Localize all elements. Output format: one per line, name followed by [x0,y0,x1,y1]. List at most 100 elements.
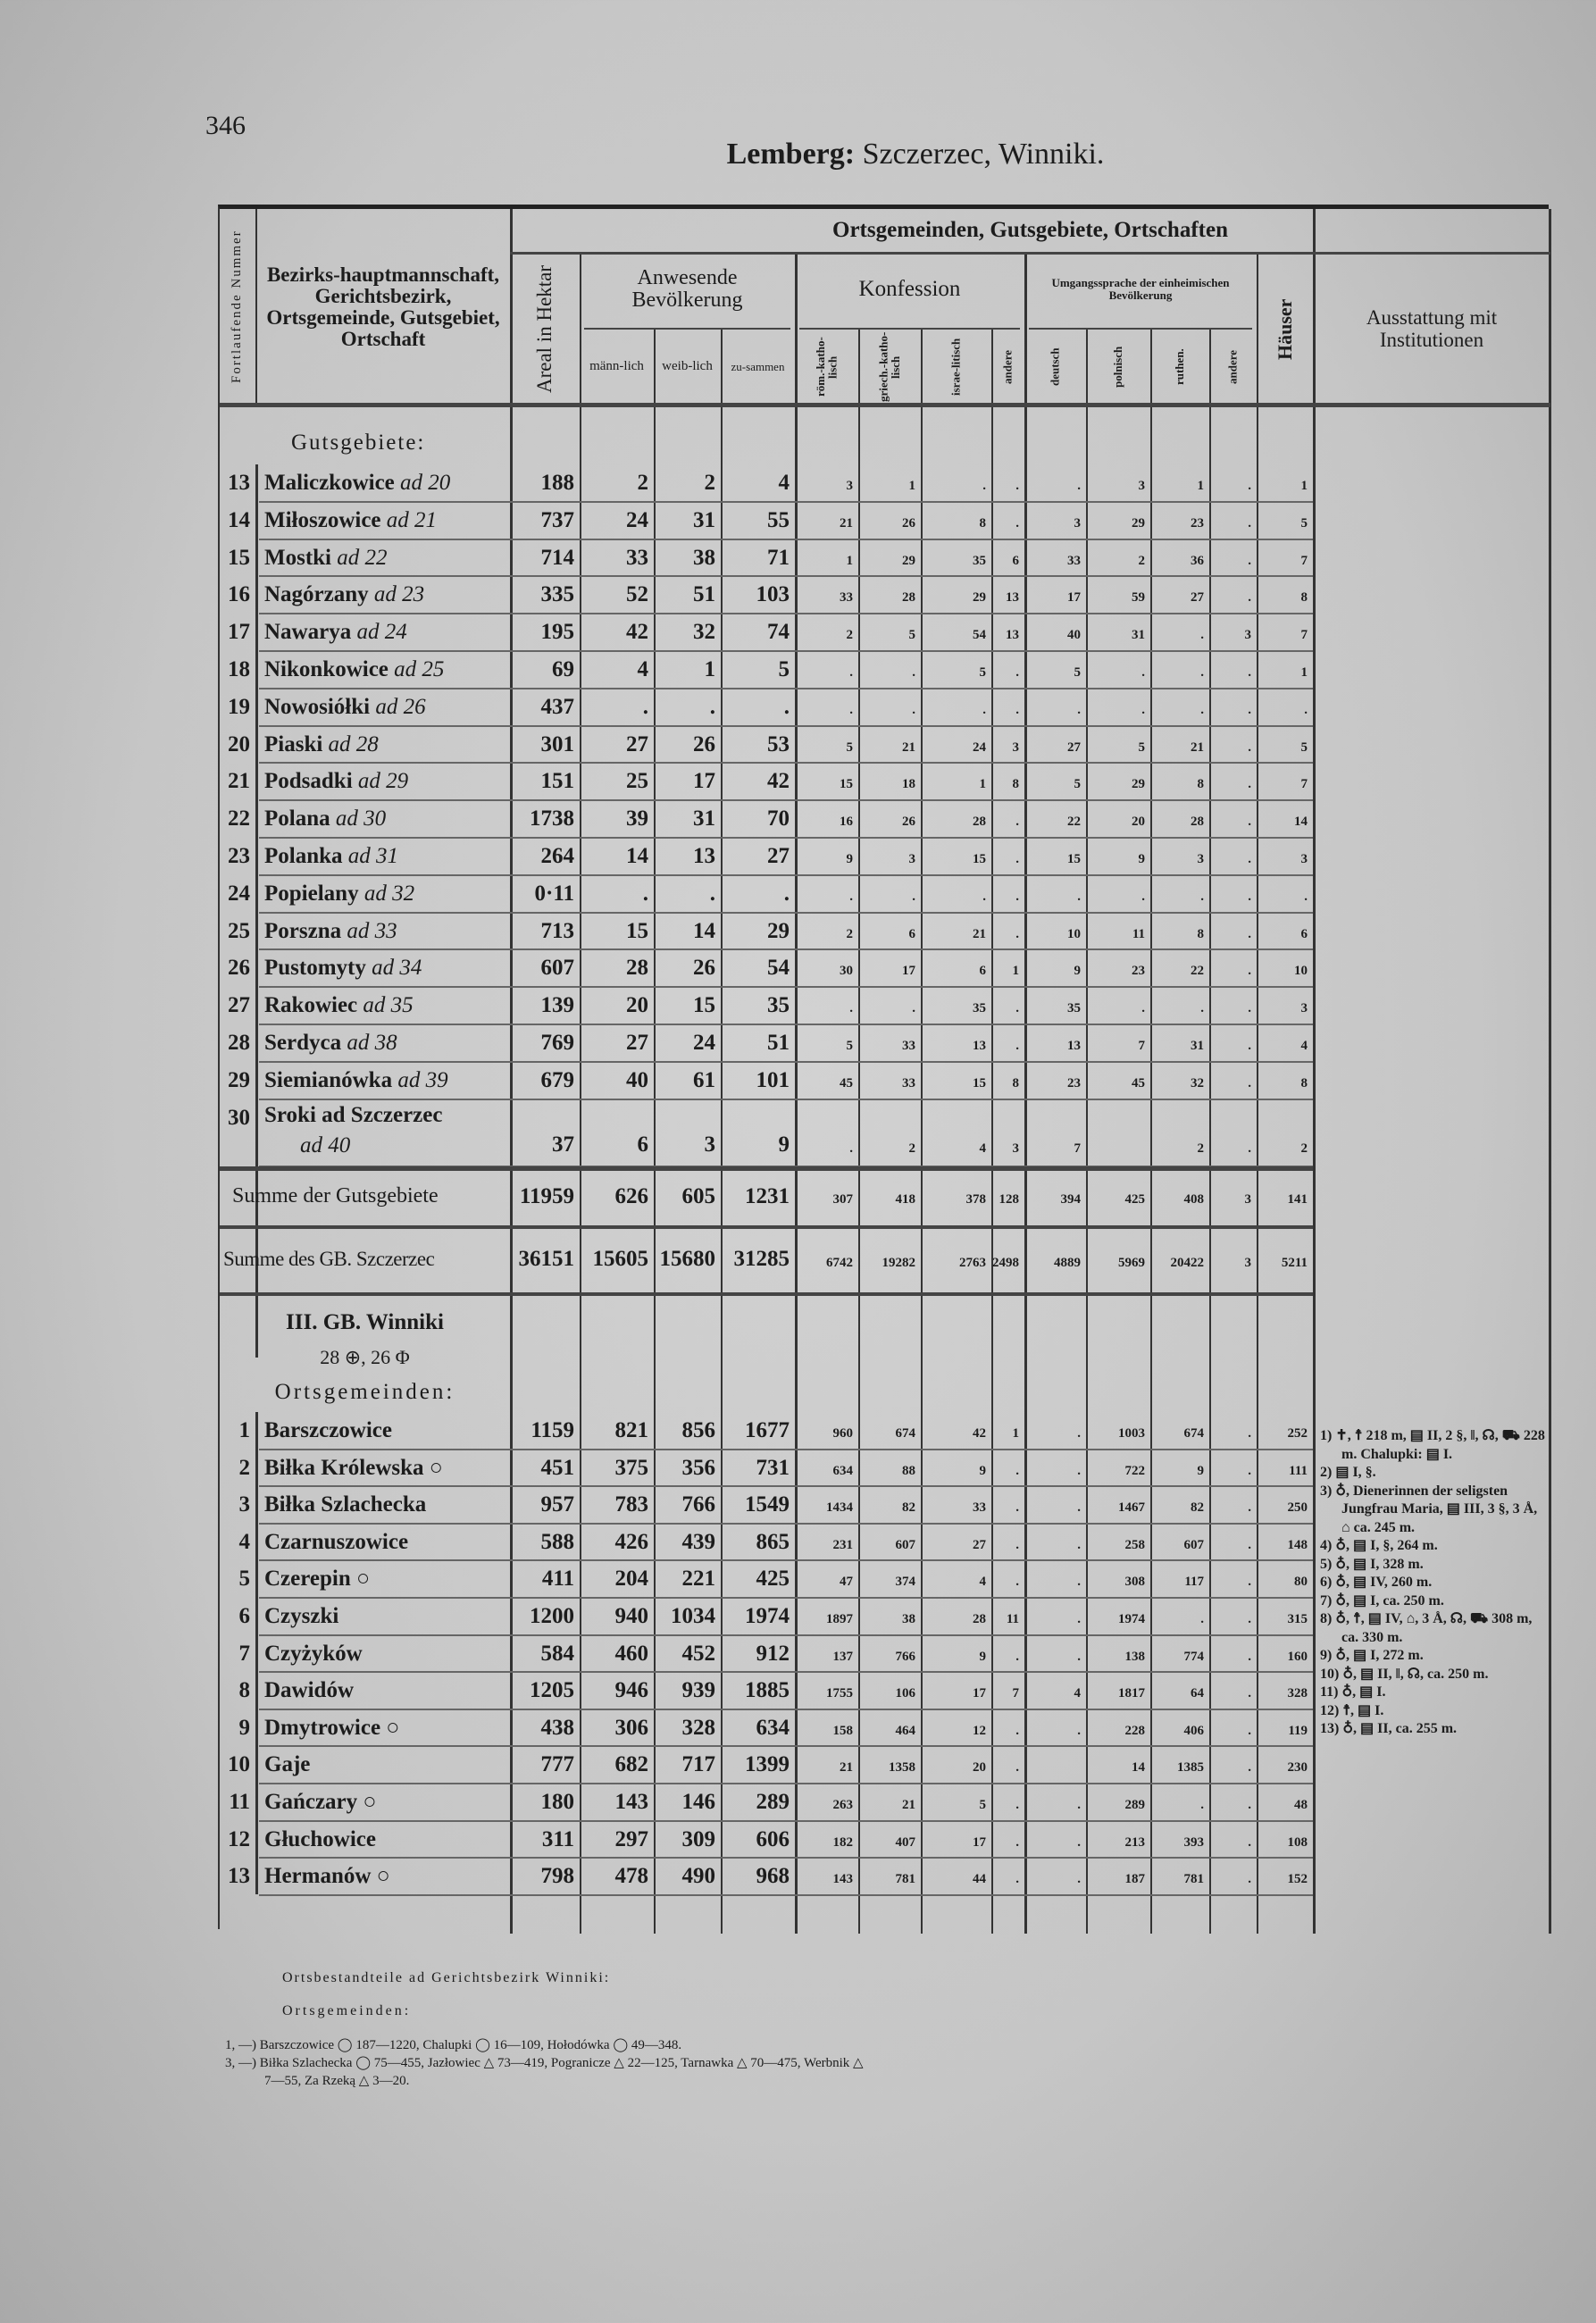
rule-h [1029,328,1252,330]
table-cell: . [1077,1575,1081,1590]
header-spr-andere: andere [1225,349,1240,385]
table-cell: 71 [767,545,790,570]
table-cell: 14 [1294,815,1308,830]
table-cell: . [1248,964,1251,979]
table-cell: 59 [1132,590,1145,606]
table-cell: 4 [637,657,649,681]
table-cell: . [1248,1075,1251,1090]
row-number: 2 [238,1455,251,1480]
table-cell: . [1248,1798,1251,1812]
rule-h [799,328,1020,330]
table-cell: 21 [902,740,915,755]
place-name-text: Nagórzany [264,582,369,607]
place-name-text: Polanka [264,844,343,868]
table-cell: 32 [1191,1075,1204,1090]
section-heading-winniki: III. GB. Winniki [286,1309,444,1334]
table-cell: . [1248,1537,1251,1552]
row-number: 20 [228,731,250,756]
rule-h [259,1708,1313,1710]
table-cell: 939 [681,1678,716,1703]
place-name: Rakowiec ad 35 [264,987,414,1024]
table-cell: 36 [1191,553,1204,568]
row-number: 27 [228,993,250,1018]
table-cell: 1385 [1177,1760,1204,1776]
table-cell: . [1200,1798,1204,1812]
table-cell: 25 [626,769,648,794]
table-cell: . [1015,1872,1019,1887]
table-cell: 865 [756,1529,790,1554]
table-cell: 24 [693,1031,715,1055]
table-cell: 856 [681,1418,716,1442]
rule-h [259,1783,1313,1784]
table-cell: 29 [1132,777,1145,792]
table-cell: 21 [902,1798,915,1812]
table-cell: 31 [693,806,715,831]
table-cell: 311 [541,1826,574,1851]
place-name: Popielany ad 32 [264,875,414,913]
table-cell: 356 [681,1455,716,1480]
rule-h [259,1559,1313,1562]
table-cell: 1034 [671,1604,715,1628]
table-cell: 22 [1191,964,1204,979]
rule-h [259,1671,1313,1674]
rule-h [584,328,790,330]
table-cell: 777 [540,1752,575,1777]
table-cell: . [1141,1001,1145,1016]
place-ad-reference: ad 21 [386,507,438,532]
row-number: 19 [228,694,250,719]
table-cell: 679 [540,1067,575,1092]
table-cell: 607 [1183,1537,1205,1552]
table-cell: 8 [1300,590,1308,606]
table-cell: . [709,881,715,906]
table-cell: 783 [614,1492,649,1517]
table-cell: 28 [973,815,986,830]
table-cell: 182 [832,1834,854,1850]
row-number: 18 [228,657,250,681]
table-cell: 9 [778,1132,790,1157]
table-cell: . [1248,1141,1251,1156]
table-cell: 289 [1124,1798,1146,1812]
row-number: 12 [228,1826,250,1851]
table-cell: 11959 [519,1183,574,1208]
header-deutsch: deutsch [1048,347,1062,387]
table-cell: 2 [1300,1141,1308,1156]
rule-v [991,330,993,1934]
table-cell: 1 [1012,964,1020,979]
table-cell: . [912,702,915,717]
table-cell: 0·11 [534,881,574,906]
table-cell: 5 [1074,777,1082,792]
place-ad-reference: ad 23 [373,582,425,607]
rule-v [1209,330,1211,1934]
place-name: Sroki ad Szczerzec [264,1102,443,1127]
table-cell: 14 [693,918,715,943]
table-cell: 5 [1138,740,1146,755]
table-cell: . [982,702,986,717]
table-cell: 4889 [1054,1255,1081,1270]
table-cell: 17 [902,964,915,979]
rule-h [259,948,1313,951]
table-cell: 29 [1132,515,1145,531]
table-cell: 328 [1287,1686,1308,1701]
table-cell: 33 [902,1039,915,1053]
place-name-text: Pustomyty [264,956,366,981]
row-number: 16 [228,582,250,607]
table-cell: 5969 [1118,1255,1145,1270]
place-name: Serdyca ad 38 [264,1024,397,1062]
table-cell: 6742 [826,1255,853,1270]
table-cell: 1738 [530,806,574,831]
table-cell: 1003 [1118,1426,1145,1441]
table-cell: 45 [1132,1075,1145,1090]
table-cell: 289 [756,1790,790,1814]
table-cell: . [642,694,648,719]
table-cell: 117 [1184,1575,1204,1590]
table-cell: 3 [1244,628,1252,643]
table-cell: . [1141,889,1145,904]
table-cell: . [1015,1575,1019,1590]
row-number: 29 [228,1067,250,1092]
table-cell: . [1077,1426,1081,1441]
table-cell: 426 [614,1529,649,1554]
table-cell: . [1077,702,1081,717]
table-cell: 297 [614,1826,649,1851]
table-cell: 1399 [745,1752,790,1777]
table-cell: 146 [681,1790,716,1814]
